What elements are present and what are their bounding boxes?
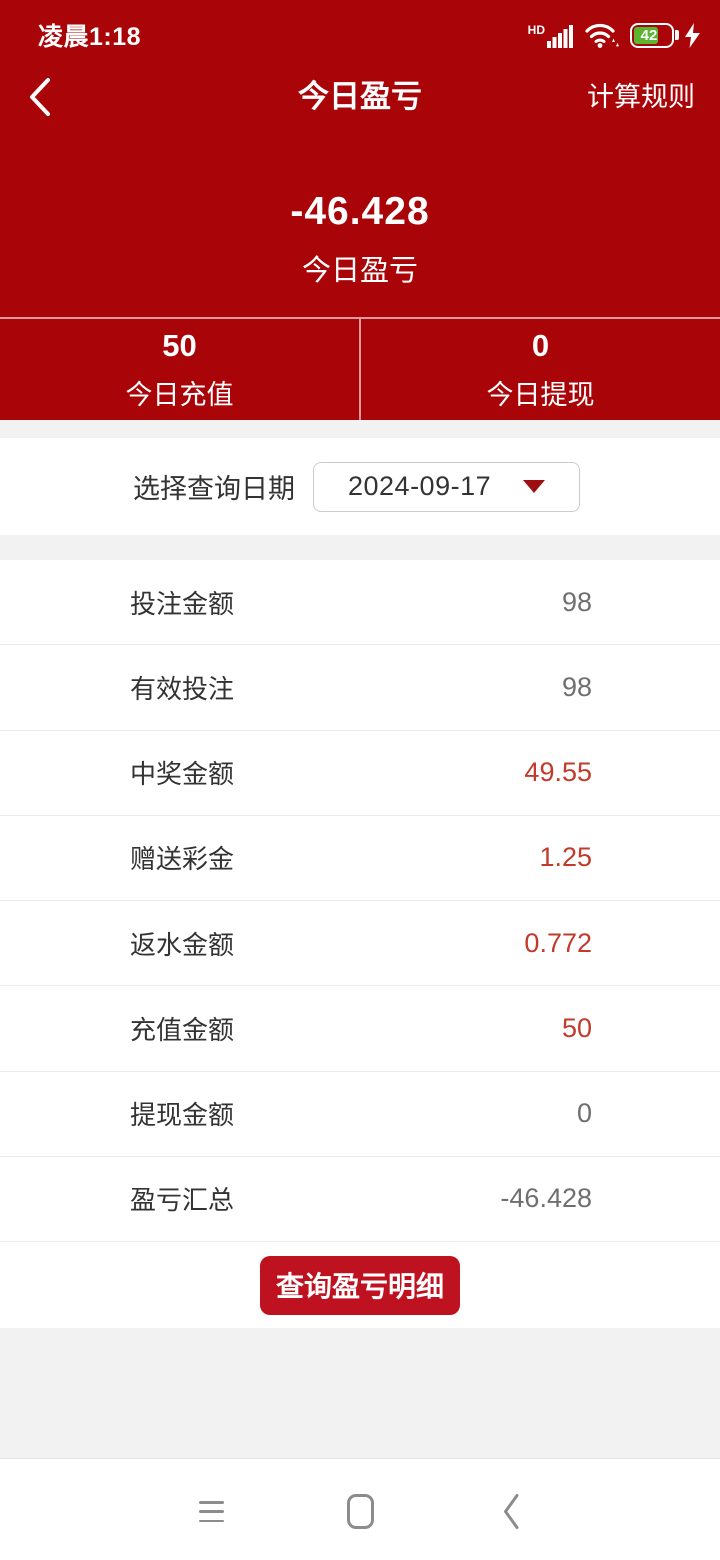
wifi-icon	[585, 23, 619, 48]
row-value: -46.428	[500, 1183, 592, 1214]
row-label: 充值金额	[130, 1014, 235, 1045]
section-divider	[0, 420, 720, 438]
calc-rules-link[interactable]: 计算规则	[587, 82, 695, 112]
status-icons: HD	[528, 22, 700, 49]
summary-row: 盈亏汇总 -46.428	[0, 1156, 720, 1242]
date-select-value: 2024-09-17	[348, 471, 492, 501]
stat-today-withdraw: 0 今日提现	[361, 319, 720, 420]
stat-label: 今日充值	[125, 379, 234, 410]
summary-row: 中奖金额 49.55	[0, 730, 720, 816]
row-label: 中奖金额	[130, 759, 235, 790]
row-label: 提现金额	[130, 1100, 235, 1131]
system-nav-bar	[0, 1458, 720, 1560]
date-picker-row: 选择查询日期 2024-09-17	[0, 438, 720, 535]
row-value: 1.25	[539, 842, 592, 873]
row-label: 盈亏汇总	[130, 1185, 235, 1216]
row-value: 98	[561, 671, 592, 702]
recents-menu-icon[interactable]	[199, 1501, 224, 1522]
page-title: 今日盈亏	[298, 79, 422, 114]
row-label: 返水金额	[130, 929, 235, 960]
summary-row: 充值金额 50	[0, 986, 720, 1072]
row-value: 0	[576, 1098, 592, 1129]
query-detail-button[interactable]: 查询盈亏明细	[260, 1255, 460, 1315]
button-row: 查询盈亏明细	[0, 1242, 720, 1328]
hd-badge: HD	[527, 22, 545, 37]
summary-row: 返水金额 0.772	[0, 901, 720, 987]
battery-fill	[634, 26, 658, 44]
home-icon[interactable]	[347, 1494, 374, 1529]
header-section: 凌晨1:18 HD	[0, 0, 720, 420]
stat-label: 今日提现	[486, 379, 595, 410]
charging-bolt-icon	[685, 22, 700, 48]
summary-row: 有效投注 98	[0, 645, 720, 731]
row-value: 50	[561, 1012, 592, 1043]
row-label: 投注金额	[130, 588, 235, 619]
row-value: 49.55	[524, 757, 592, 788]
stat-value: 0	[531, 327, 550, 363]
today-profit-label: 今日盈亏	[301, 255, 418, 287]
stats-row: 50 今日充值 0 今日提现	[0, 317, 720, 420]
row-label: 有效投注	[130, 673, 235, 704]
date-select[interactable]: 2024-09-17	[313, 461, 580, 512]
section-divider	[0, 535, 720, 560]
today-profit-amount: -46.428	[290, 190, 430, 233]
stat-value: 50	[162, 327, 197, 363]
summary-list: 投注金额 98 有效投注 98 中奖金额 49.55 赠送彩金 1.25 返水金…	[0, 560, 720, 1242]
back-button[interactable]	[28, 77, 54, 117]
status-bar: 凌晨1:18 HD	[0, 0, 720, 60]
summary-row: 投注金额 98	[0, 560, 720, 646]
battery-percent: 42	[640, 26, 658, 44]
status-time: 凌晨1:18	[38, 23, 142, 51]
row-value: 98	[561, 586, 592, 617]
row-value: 0.772	[524, 927, 592, 958]
summary-row: 提现金额 0	[0, 1071, 720, 1157]
chevron-left-icon	[30, 78, 50, 116]
date-picker-label: 选择查询日期	[133, 474, 295, 504]
signal-bars-icon	[547, 24, 573, 48]
signal-icon: HD	[528, 23, 574, 48]
row-label: 赠送彩金	[130, 844, 235, 875]
dropdown-arrow-icon	[523, 480, 545, 493]
system-back-icon[interactable]	[503, 1493, 520, 1530]
nav-header: 今日盈亏 计算规则	[0, 60, 720, 134]
summary-row: 赠送彩金 1.25	[0, 815, 720, 901]
bottom-spacer	[0, 1328, 720, 1458]
battery-icon: 42	[630, 22, 679, 48]
stat-today-deposit: 50 今日充值	[0, 319, 361, 420]
